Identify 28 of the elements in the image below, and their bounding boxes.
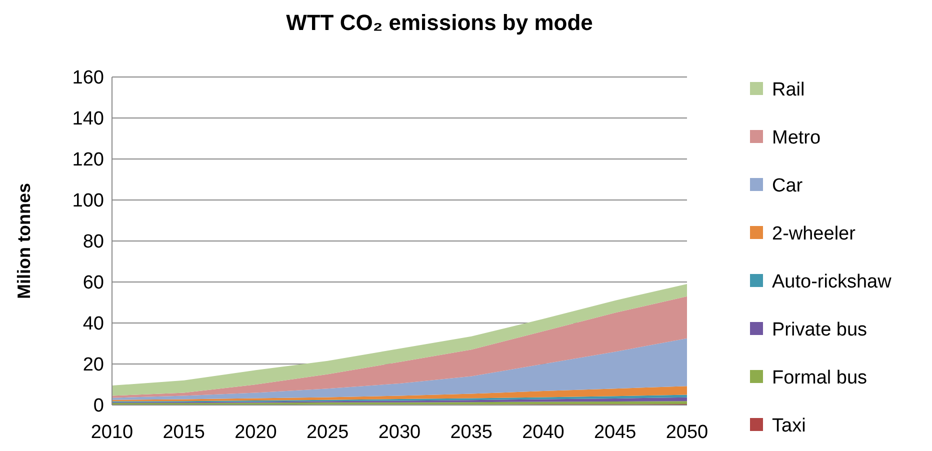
chart-title: WTT CO₂ emissions by mode	[286, 10, 593, 35]
y-tick-label: 0	[93, 396, 104, 417]
y-tick-label: 20	[82, 354, 104, 376]
y-tick-label: 120	[72, 150, 104, 171]
x-tick-label: 2010	[90, 422, 134, 443]
y-axis-title: Milion tonnes	[14, 183, 34, 299]
legend-label: Metro	[772, 128, 821, 149]
legend-label: Car	[772, 176, 804, 197]
x-tick-label: 2025	[306, 422, 349, 443]
y-tick-label: 60	[82, 272, 104, 294]
x-tick-label: 2050	[666, 422, 708, 443]
y-tick-label: 40	[82, 314, 104, 335]
legend-label: Auto-rickshaw	[772, 272, 892, 293]
x-tick-label: 2035	[450, 422, 493, 443]
x-tick-label: 2030	[378, 422, 421, 443]
legend-label: 2-wheeler	[772, 224, 856, 245]
x-tick-label: 2020	[234, 422, 277, 443]
y-tick-label: 140	[72, 108, 104, 130]
legend-label: Private bus	[772, 320, 868, 341]
x-tick-label: 2015	[162, 422, 206, 443]
legend-label: Formal bus	[772, 368, 868, 389]
legend-label: Rail	[772, 80, 805, 101]
y-tick-label: 160	[72, 68, 104, 89]
x-tick-label: 2045	[594, 422, 636, 443]
x-tick-label: 2040	[522, 422, 564, 443]
y-tick-label: 100	[72, 190, 104, 212]
y-tick-label: 80	[82, 232, 104, 253]
legend-label: Taxi	[772, 416, 806, 437]
